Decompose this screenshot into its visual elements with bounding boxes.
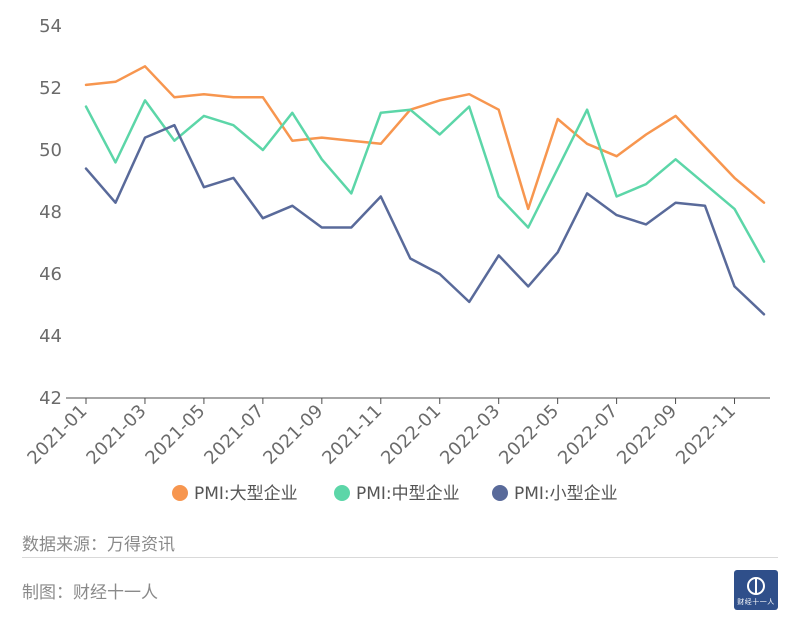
axes: 424446485052542021-012021-032021-052021-… xyxy=(23,16,770,469)
legend-marker-0 xyxy=(172,485,188,501)
x-tick-label: 2022-03 xyxy=(436,401,504,469)
legend-marker-2 xyxy=(492,485,508,501)
x-tick-label: 2022-09 xyxy=(613,401,681,469)
legend-marker-1 xyxy=(334,485,350,501)
x-tick-label: 2022-05 xyxy=(495,401,563,469)
y-tick-label: 52 xyxy=(39,78,62,99)
y-tick-label: 48 xyxy=(39,202,62,223)
x-tick-label: 2021-03 xyxy=(82,401,150,469)
x-tick-label: 2022-01 xyxy=(377,401,445,469)
logo-text: 财经十一人 xyxy=(737,598,775,606)
caijing-logo: 财经十一人 xyxy=(734,570,778,610)
footer-divider xyxy=(22,557,778,558)
legend-label-0: PMI:大型企业 xyxy=(194,484,298,504)
x-tick-label: 2021-05 xyxy=(141,401,209,469)
legend-label-2: PMI:小型企业 xyxy=(514,484,618,504)
globe-icon xyxy=(747,577,765,595)
series-line-0 xyxy=(84,65,766,211)
legend: PMI:大型企业 PMI:中型企业 PMI:小型企业 xyxy=(172,484,618,504)
series-line-1 xyxy=(84,99,766,263)
data-source-text: 数据来源：万得资讯 xyxy=(22,535,175,555)
y-tick-label: 54 xyxy=(39,16,62,37)
y-tick-label: 46 xyxy=(39,264,62,285)
chart-credit-text: 制图：财经十一人 xyxy=(22,583,158,603)
x-tick-label: 2021-11 xyxy=(318,401,386,469)
legend-label-1: PMI:中型企业 xyxy=(356,484,460,504)
y-tick-label: 44 xyxy=(39,326,62,347)
pmi-line-chart: 424446485052542021-012021-032021-052021-… xyxy=(23,16,770,504)
series-lines xyxy=(84,65,766,316)
y-tick-label: 50 xyxy=(39,140,62,161)
x-tick-label: 2021-09 xyxy=(259,401,327,469)
x-tick-label: 2021-07 xyxy=(200,401,268,469)
x-tick-label: 2022-11 xyxy=(672,401,740,469)
series-line-2 xyxy=(84,123,766,316)
y-tick-label: 42 xyxy=(39,388,62,409)
x-tick-label: 2022-07 xyxy=(554,401,622,469)
x-tick-label: 2021-01 xyxy=(23,401,91,469)
